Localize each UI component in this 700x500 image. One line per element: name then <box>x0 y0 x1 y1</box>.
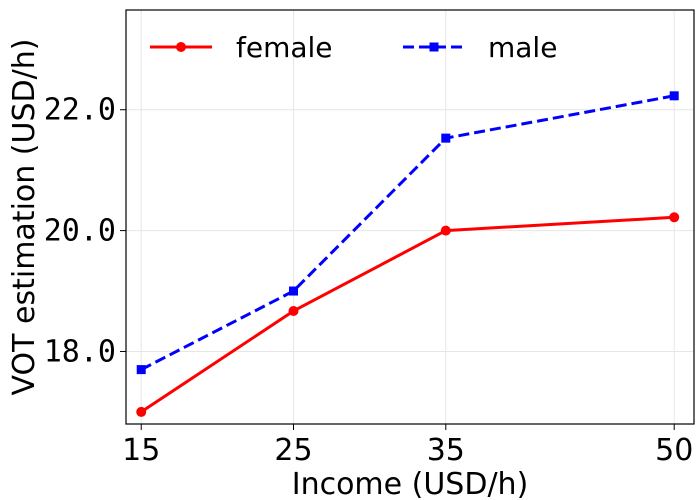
y-tick-label: 18.0 <box>44 334 116 369</box>
x-axis-label: Income (USD/h) <box>292 467 529 500</box>
legend: female male <box>150 31 557 64</box>
series-female <box>136 212 680 417</box>
data-point-female <box>288 305 299 316</box>
x-tick-label: 35 <box>427 433 465 468</box>
data-point-male <box>441 133 451 143</box>
legend-label-male: male <box>488 31 557 64</box>
legend-entry-male: male <box>403 31 557 64</box>
y-tick-label: 22.0 <box>44 93 116 128</box>
x-tick-label: 15 <box>122 433 160 468</box>
data-point-female <box>669 212 680 223</box>
grid <box>126 10 694 424</box>
series-male <box>136 91 679 375</box>
x-tick-label: 50 <box>655 433 693 468</box>
series-line-male <box>140 94 675 371</box>
data-point-female <box>440 225 451 236</box>
series-line-female <box>140 215 675 414</box>
y-axis-label: VOT estimation (USD/h) <box>7 39 42 396</box>
legend-label-female: female <box>236 31 333 64</box>
data-point-male <box>136 365 146 375</box>
data-point-female <box>136 406 147 417</box>
legend-entry-female: female <box>150 31 333 64</box>
legend-marker-female <box>176 42 186 52</box>
data-point-male <box>289 286 299 296</box>
ticks: 15 25 35 50 18.0 20.0 22.0 <box>44 93 694 468</box>
series-layer <box>136 91 680 417</box>
y-tick-label: 20.0 <box>44 214 116 249</box>
x-tick-label: 25 <box>274 433 312 468</box>
plot-frame <box>125 9 695 425</box>
legend-marker-male <box>429 42 439 52</box>
data-point-male <box>669 91 679 101</box>
